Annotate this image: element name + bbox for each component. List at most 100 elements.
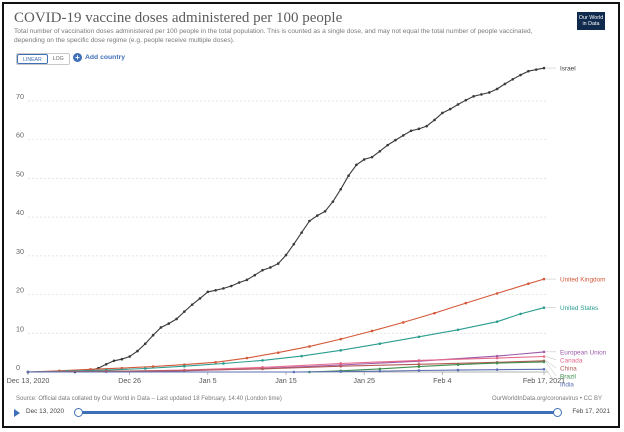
data-point: [495, 368, 499, 371]
legend-label: United Kingdom: [560, 277, 605, 284]
data-point: [308, 219, 311, 223]
data-point: [495, 292, 499, 295]
x-tick-label: Feb 17, 2021: [523, 376, 565, 385]
data-point: [120, 366, 124, 370]
data-point: [245, 278, 249, 282]
data-point: [527, 69, 530, 73]
data-point: [495, 361, 499, 365]
data-point: [214, 289, 217, 292]
data-point: [417, 359, 421, 362]
add-country-label: Add country: [85, 54, 126, 61]
data-point: [183, 310, 186, 313]
legend-connector: [545, 356, 557, 361]
data-point: [284, 253, 288, 257]
y-tick-label: 10: [16, 324, 24, 333]
data-point: [401, 321, 405, 324]
data-point: [261, 359, 264, 362]
data-point: [417, 369, 421, 372]
data-point: [151, 365, 155, 368]
timeline-end-handle[interactable]: [553, 408, 562, 417]
play-icon[interactable]: [14, 409, 20, 417]
x-tick-label: Jan 25: [353, 376, 375, 385]
data-point: [276, 351, 280, 354]
data-point: [542, 367, 546, 371]
legend-connector: [545, 360, 557, 369]
data-point: [245, 356, 249, 360]
data-point: [394, 138, 397, 142]
data-point: [120, 357, 124, 361]
legend-label: European Union: [560, 349, 607, 356]
scale-toggle: LINEAR LOG: [16, 53, 70, 65]
data-point: [370, 329, 374, 333]
logo-line-2: in Data: [582, 21, 600, 28]
data-point: [456, 363, 460, 366]
data-point: [190, 303, 194, 306]
license-link[interactable]: OurWorldInData.org/coronavirus • CC BY: [491, 396, 602, 402]
linear-scale-button[interactable]: LINEAR: [17, 54, 48, 64]
data-point: [448, 107, 452, 111]
data-point: [300, 354, 303, 358]
data-point: [222, 362, 225, 365]
data-point: [542, 277, 546, 281]
data-point: [26, 370, 30, 374]
data-point: [198, 297, 202, 300]
x-tick-label: Jan 15: [275, 376, 297, 385]
data-point: [136, 349, 139, 353]
timeline-track[interactable]: [74, 408, 562, 417]
add-country-button[interactable]: + Add country: [73, 53, 125, 62]
data-point: [339, 349, 343, 352]
log-scale-button[interactable]: LOG: [52, 56, 64, 62]
data-point: [542, 66, 546, 70]
data-point: [347, 174, 350, 177]
data-point: [370, 155, 374, 159]
data-point: [214, 361, 217, 364]
data-point: [401, 134, 405, 137]
y-tick-label: 30: [16, 247, 24, 256]
x-tick-label: Dec 26: [118, 376, 141, 385]
data-point: [362, 158, 366, 161]
data-point: [167, 322, 171, 325]
y-tick-label: 0: [16, 363, 20, 372]
data-point: [519, 312, 522, 316]
data-point: [276, 262, 280, 265]
timeline: Dec 13, 2020 Feb 17, 2021: [14, 407, 614, 419]
series-line: [27, 360, 545, 373]
data-point: [417, 362, 421, 366]
data-point: [542, 306, 546, 310]
x-tick-label: Dec 13, 2020: [7, 376, 50, 385]
y-tick-label: 50: [16, 169, 24, 178]
data-point: [417, 335, 421, 339]
data-point: [417, 127, 421, 131]
legend-label: Brazil: [560, 373, 576, 380]
timeline-start-label: Dec 13, 2020: [26, 408, 65, 415]
data-point: [261, 367, 264, 371]
data-point: [143, 367, 147, 370]
owid-logo[interactable]: Our World in Data: [577, 12, 605, 30]
legend-label: India: [560, 381, 574, 388]
chart-subtitle: Total number of vaccination doses admini…: [14, 28, 533, 44]
data-point: [339, 370, 343, 373]
series-line: [28, 67, 545, 373]
data-point: [151, 333, 155, 337]
data-point: [253, 273, 257, 277]
y-tick-label: 20: [16, 286, 24, 295]
legend-label: China: [560, 365, 577, 372]
x-tick-label: Jan 5: [199, 376, 217, 385]
data-point: [292, 242, 296, 246]
data-point: [534, 68, 538, 71]
data-point: [339, 364, 343, 368]
data-point: [159, 326, 163, 329]
timeline-start-handle[interactable]: [74, 408, 83, 417]
data-point: [104, 362, 108, 366]
timeline-end-label: Feb 17, 2021: [572, 408, 610, 415]
data-point: [323, 210, 327, 213]
data-point: [542, 355, 546, 358]
data-point: [433, 311, 436, 315]
data-point: [495, 320, 499, 323]
legend-label: United States: [560, 305, 598, 312]
data-point: [487, 91, 491, 94]
data-point: [378, 367, 382, 371]
data-point: [222, 287, 225, 290]
data-point: [495, 87, 499, 91]
data-point: [425, 124, 429, 128]
